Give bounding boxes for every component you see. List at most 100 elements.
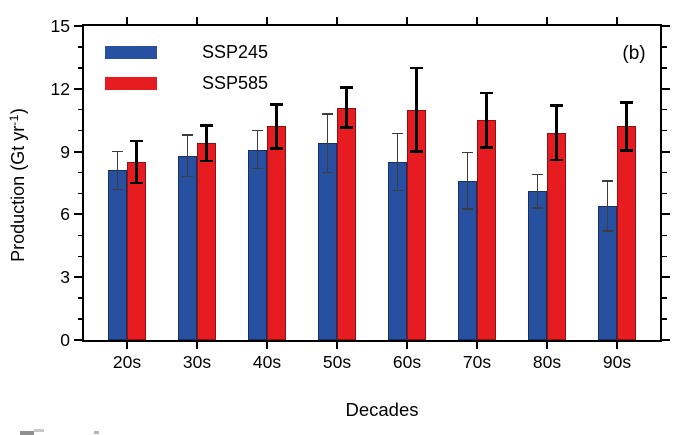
error-bar-cap-bottom-ssp585-80s [550, 158, 563, 162]
error-bar-cap-top-ssp245-90s [602, 180, 613, 182]
bar-ssp245-20s [108, 170, 127, 340]
bar-ssp585-80s [547, 132, 566, 340]
x-axis-tick-top [406, 17, 408, 24]
x-axis-tick-top [336, 17, 338, 24]
error-bar-cap-bottom-ssp245-90s [602, 230, 613, 232]
y-tick-label: 6 [60, 204, 70, 225]
y-axis-tick-right [662, 150, 670, 153]
error-bar-line-ssp245-50s [326, 113, 329, 173]
y-axis-title-text: Production (Gt yr [8, 125, 28, 262]
y-axis-tick-right [662, 67, 667, 69]
y-tick-label: 15 [50, 16, 70, 36]
error-bar-cap-top-ssp585-80s [550, 104, 563, 107]
error-bar-line-ssp585-50s [345, 87, 348, 128]
error-bar-line-ssp245-80s [536, 174, 539, 209]
x-axis-tick [266, 342, 268, 349]
error-bar-cap-bottom-ssp245-30s [182, 176, 193, 178]
y-axis-tick-right [662, 25, 670, 27]
x-tick-label: 30s [182, 352, 212, 372]
y-axis-tick [77, 108, 82, 111]
error-bar-cap-bottom-ssp585-70s [480, 146, 493, 149]
y-axis-title-close: ) [8, 108, 28, 115]
y-axis-tick-right [662, 339, 670, 341]
bar-ssp245-80s [528, 191, 547, 340]
x-tick-label: 40s [252, 352, 282, 372]
x-axis-tick-top [476, 17, 478, 24]
y-tick-label: 0 [60, 330, 70, 350]
x-tick-label: 60s [392, 352, 422, 372]
y-axis-tick-right [662, 192, 667, 195]
x-tick-label: 90s [602, 352, 632, 372]
error-bar-line-ssp585-90s [625, 102, 628, 151]
y-axis-tick [77, 129, 82, 132]
error-bar-cap-bottom-ssp585-30s [200, 159, 213, 163]
bar-ssp245-40s [248, 149, 267, 340]
bar-ssp585-20s [127, 162, 146, 340]
x-tick-label: 80s [532, 352, 562, 372]
legend-label-ssp245: SSP245 [202, 41, 269, 62]
legend-swatch-ssp245 [105, 45, 157, 59]
y-axis-tick [77, 234, 82, 237]
error-bar-line-ssp585-80s [555, 105, 558, 160]
error-bar-line-ssp585-40s [275, 104, 278, 149]
x-axis-tick [126, 342, 128, 349]
x-tick-label: 70s [462, 352, 492, 372]
error-bar-cap-top-ssp585-40s [270, 103, 283, 106]
bar-ssp585-70s [477, 120, 496, 340]
y-axis-tick-right [662, 318, 667, 320]
error-bar-cap-bottom-ssp585-40s [270, 147, 283, 150]
error-bar-cap-top-ssp585-70s [480, 91, 493, 95]
error-bar-cap-top-ssp585-30s [200, 124, 213, 127]
error-bar-cap-top-ssp245-50s [322, 113, 333, 115]
bar-ssp585-40s [267, 126, 286, 340]
error-bar-cap-top-ssp585-60s [410, 66, 423, 70]
x-axis-title: Decades [345, 399, 419, 420]
y-axis-tick [77, 46, 82, 48]
y-axis-tick [74, 213, 82, 216]
x-axis-tick-top [546, 17, 548, 24]
error-bar-line-ssp585-20s [135, 141, 138, 183]
x-axis-tick [196, 342, 198, 349]
error-bar-cap-bottom-ssp585-20s [130, 181, 143, 185]
y-axis-tick-right [662, 234, 667, 237]
cropped-text-fragment [94, 431, 99, 434]
error-bar-cap-top-ssp245-30s [182, 134, 193, 136]
error-bar-line-ssp585-70s [485, 92, 488, 148]
y-tick-label: 12 [50, 78, 70, 99]
legend-swatch-ssp585 [105, 76, 157, 90]
y-axis-tick [77, 192, 82, 195]
error-bar-line-ssp245-20s [116, 151, 119, 190]
error-bar-cap-top-ssp245-40s [252, 129, 263, 132]
error-bar-cap-bottom-ssp245-80s [532, 207, 543, 209]
y-axis-tick-right [662, 129, 667, 132]
y-tick-label: 3 [60, 267, 70, 288]
x-axis-tick [476, 342, 478, 349]
y-axis-tick [77, 297, 82, 299]
panel-label: (b) [622, 43, 646, 64]
legend-item-ssp585: SSP585 [105, 70, 268, 96]
bar-ssp585-50s [337, 107, 356, 340]
x-axis-tick-top [196, 17, 198, 24]
y-axis-tick-right [662, 108, 667, 111]
error-bar-cap-top-ssp585-50s [340, 86, 353, 90]
bar-ssp245-30s [178, 155, 197, 340]
error-bar-line-ssp245-70s [466, 152, 469, 210]
y-axis-tick [77, 318, 82, 320]
legend-item-ssp245: SSP245 [105, 39, 268, 65]
error-bar-line-ssp245-60s [396, 133, 399, 191]
error-bar-line-ssp585-30s [205, 125, 208, 161]
error-bar-cap-bottom-ssp245-70s [462, 208, 473, 210]
error-bar-cap-top-ssp245-70s [462, 151, 473, 154]
y-axis-tick [74, 150, 82, 153]
y-axis-tick-right [662, 255, 667, 258]
y-axis-tick-right [662, 276, 670, 279]
bar-ssp585-90s [617, 126, 636, 340]
x-axis-tick [546, 342, 548, 349]
error-bar-cap-bottom-ssp245-60s [392, 189, 403, 192]
y-axis-title-superscript: -1 [7, 114, 21, 126]
bar-ssp585-30s [197, 143, 216, 340]
y-axis-tick [74, 339, 82, 341]
y-axis-tick-right [662, 297, 667, 299]
error-bar-cap-bottom-ssp585-50s [340, 126, 353, 129]
